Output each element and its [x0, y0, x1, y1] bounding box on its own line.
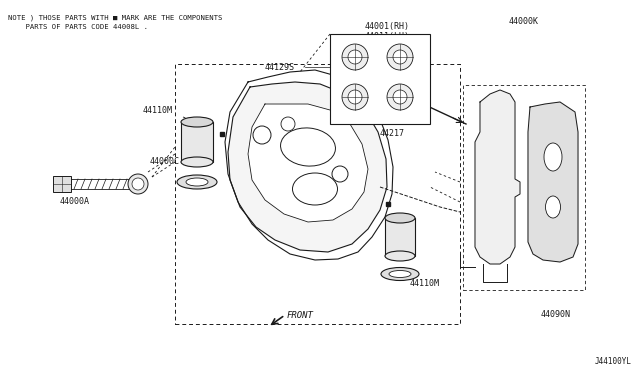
Ellipse shape [385, 251, 415, 261]
Text: FRONT: FRONT [287, 311, 314, 320]
Text: 44110M: 44110M [410, 279, 440, 288]
Text: 44001(RH): 44001(RH) [365, 22, 410, 31]
Circle shape [132, 178, 144, 190]
Text: 44000C: 44000C [150, 157, 180, 166]
Polygon shape [528, 102, 578, 262]
Ellipse shape [181, 157, 213, 167]
Circle shape [387, 84, 413, 110]
Ellipse shape [177, 175, 217, 189]
Ellipse shape [381, 267, 419, 280]
Bar [330, 34, 430, 124]
Bar [175, 64, 460, 324]
Ellipse shape [181, 117, 213, 127]
Text: J44100YL: J44100YL [595, 357, 632, 366]
Text: 44129S: 44129S [265, 62, 295, 71]
Circle shape [348, 90, 362, 104]
Text: 44000K: 44000K [509, 17, 539, 26]
Ellipse shape [545, 196, 561, 218]
Ellipse shape [280, 128, 335, 166]
Text: 44110M: 44110M [143, 106, 173, 115]
Polygon shape [248, 104, 368, 222]
Circle shape [393, 90, 407, 104]
Ellipse shape [385, 213, 415, 223]
Circle shape [393, 50, 407, 64]
Text: NOTE ) THOSE PARTS WITH ■ MARK ARE THE COMPONENTS: NOTE ) THOSE PARTS WITH ■ MARK ARE THE C… [8, 14, 222, 20]
Bar [463, 85, 585, 290]
Ellipse shape [544, 143, 562, 171]
Ellipse shape [389, 270, 411, 278]
Bar [53, 176, 71, 192]
Circle shape [253, 126, 271, 144]
Circle shape [332, 166, 348, 182]
Polygon shape [475, 90, 520, 264]
Circle shape [348, 50, 362, 64]
Ellipse shape [186, 178, 208, 186]
Text: 44090N: 44090N [541, 310, 571, 319]
Circle shape [281, 117, 295, 131]
Ellipse shape [292, 173, 337, 205]
Text: 44000A: 44000A [60, 197, 90, 206]
Text: 44217: 44217 [380, 129, 405, 138]
Text: 44011(LH): 44011(LH) [365, 32, 410, 41]
Bar [181, 122, 213, 162]
Circle shape [387, 44, 413, 70]
Bar [385, 218, 415, 256]
Ellipse shape [128, 174, 148, 194]
Circle shape [342, 44, 368, 70]
Circle shape [342, 84, 368, 110]
Polygon shape [228, 82, 387, 252]
Text: PARTS OF PARTS CODE 44008L .: PARTS OF PARTS CODE 44008L . [8, 24, 148, 30]
